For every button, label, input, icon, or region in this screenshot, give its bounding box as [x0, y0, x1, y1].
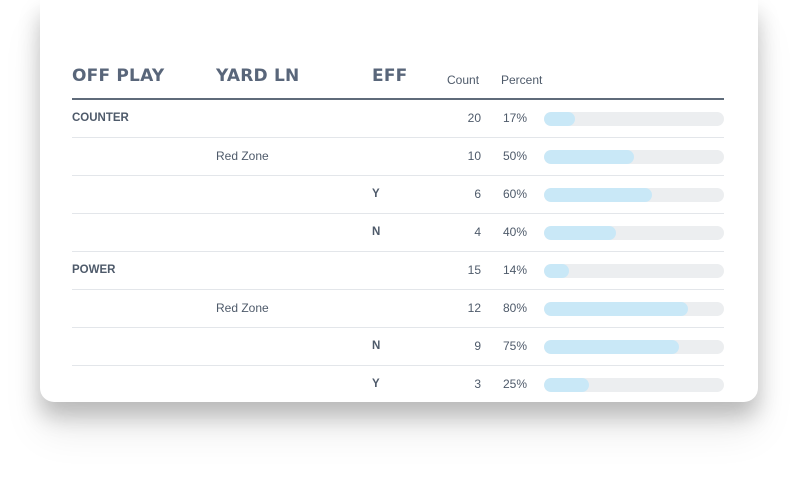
row-percent: 60% — [503, 187, 528, 201]
header-eff[interactable]: EFF — [372, 66, 408, 86]
row-eff: N — [372, 340, 381, 352]
table-body: COUNTER 20 17% Red Zone 10 50% Y 6 60% N 4 40% POWER… — [72, 100, 724, 403]
row-off-play: POWER — [72, 264, 116, 276]
row-count: 15 — [467, 263, 481, 277]
table-row[interactable]: N 4 40% — [72, 214, 724, 252]
row-off-play: COUNTER — [72, 112, 129, 124]
percent-bar-fill — [544, 188, 652, 202]
table-row[interactable]: Red Zone 10 50% — [72, 138, 724, 176]
percent-bar — [544, 112, 724, 126]
percent-bar-fill — [544, 264, 570, 278]
percent-bar — [544, 340, 724, 354]
row-yard-ln: Red Zone — [216, 149, 269, 163]
row-eff: N — [372, 226, 381, 238]
header-yard-ln[interactable]: YARD LN — [216, 66, 300, 86]
row-count: 3 — [474, 377, 481, 391]
percent-bar — [544, 188, 724, 202]
row-eff: Y — [372, 378, 380, 390]
percent-bar-fill — [544, 226, 616, 240]
header-off-play[interactable]: OFF PLAY — [72, 66, 165, 86]
table-row[interactable]: Red Zone 12 80% — [72, 290, 724, 328]
percent-bar — [544, 302, 724, 316]
table-row[interactable]: Y 6 60% — [72, 176, 724, 214]
row-eff: Y — [372, 188, 380, 200]
table-row[interactable]: Y 3 25% — [72, 366, 724, 403]
table-header: OFF PLAY YARD LN EFF Count Percent — [72, 58, 724, 100]
table-row[interactable]: N 9 75% — [72, 328, 724, 366]
row-count: 20 — [467, 111, 481, 125]
row-count: 12 — [467, 301, 481, 315]
percent-bar — [544, 150, 724, 164]
percent-bar — [544, 378, 724, 392]
row-percent: 25% — [503, 377, 528, 391]
header-count[interactable]: Count — [447, 73, 480, 87]
row-count: 4 — [474, 225, 481, 239]
percent-bar-fill — [544, 112, 575, 126]
table-row[interactable]: COUNTER 20 17% — [72, 100, 724, 138]
percent-bar — [544, 264, 724, 278]
row-percent: 40% — [503, 225, 528, 239]
row-percent: 80% — [503, 301, 528, 315]
row-count: 6 — [474, 187, 481, 201]
row-count: 10 — [467, 149, 481, 163]
percent-bar-fill — [544, 378, 589, 392]
row-percent: 75% — [503, 339, 528, 353]
row-count: 9 — [474, 339, 481, 353]
play-stats-table: OFF PLAY YARD LN EFF Count Percent COUNT… — [72, 58, 724, 403]
percent-bar-fill — [544, 302, 688, 316]
row-percent: 17% — [503, 111, 528, 125]
row-yard-ln: Red Zone — [216, 301, 269, 315]
percent-bar-fill — [544, 340, 679, 354]
header-percent[interactable]: Percent — [501, 73, 543, 87]
row-percent: 14% — [503, 263, 528, 277]
table-row[interactable]: POWER 15 14% — [72, 252, 724, 290]
percent-bar-fill — [544, 150, 634, 164]
row-percent: 50% — [503, 149, 528, 163]
percent-bar — [544, 226, 724, 240]
